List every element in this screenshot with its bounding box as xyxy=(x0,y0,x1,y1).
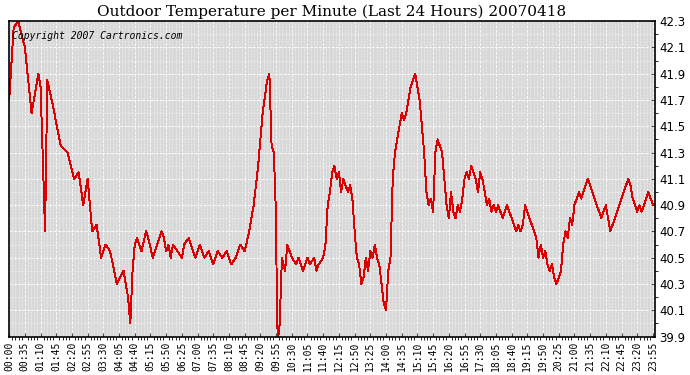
Text: Copyright 2007 Cartronics.com: Copyright 2007 Cartronics.com xyxy=(12,31,183,40)
Title: Outdoor Temperature per Minute (Last 24 Hours) 20070418: Outdoor Temperature per Minute (Last 24 … xyxy=(97,4,566,18)
